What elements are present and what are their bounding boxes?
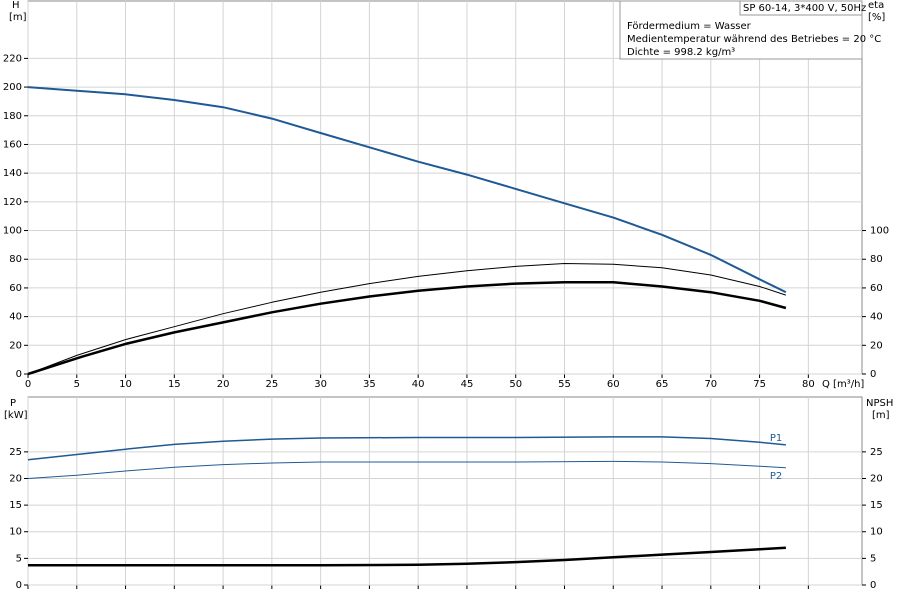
series-label: P2 — [770, 471, 782, 482]
y2-tick-label: 80 — [870, 254, 883, 265]
y2-axis-unit: [m] — [872, 410, 890, 421]
x-tick-label: 15 — [168, 379, 181, 390]
curve — [27, 263, 787, 375]
y2-tick-label: 0 — [870, 580, 876, 591]
y2-tick-label: 10 — [870, 527, 883, 538]
y2-tick-label: 100 — [870, 226, 889, 237]
x-axis-label: Q [m³/h] — [822, 379, 864, 390]
y2-tick-label: 40 — [870, 312, 883, 323]
info-line: Fördermedium = Wasser — [627, 21, 752, 32]
y-axis-unit: [kW] — [4, 410, 28, 421]
y-tick-label: 200 — [3, 82, 22, 93]
curve — [28, 546, 786, 567]
y-tick-label: 160 — [3, 139, 22, 150]
x-tick-label: 25 — [265, 379, 278, 390]
y2-axis-unit: [%] — [868, 12, 885, 23]
y2-tick-label: 20 — [870, 473, 883, 484]
y-tick-label: 60 — [9, 283, 22, 294]
y-tick-label: 100 — [3, 226, 22, 237]
y2-tick-label: 15 — [870, 500, 883, 511]
y-tick-label: 220 — [3, 53, 22, 64]
y-axis-label: H — [12, 0, 20, 11]
y2-tick-label: 5 — [870, 553, 876, 564]
y-tick-label: 25 — [9, 447, 22, 458]
y-tick-label: 180 — [3, 111, 22, 122]
info-title-box — [739, 0, 863, 16]
y-axis-unit: [m] — [9, 12, 27, 23]
x-tick-label: 10 — [119, 379, 132, 390]
y-tick-label: 0 — [16, 369, 22, 380]
x-tick-label: 75 — [753, 379, 766, 390]
curve — [27, 280, 787, 376]
info-line: Dichte = 998.2 kg/m³ — [627, 47, 735, 58]
y-tick-label: 80 — [9, 254, 22, 265]
info-title: SP 60-14, 3*400 V, 50Hz — [743, 3, 866, 14]
y-tick-label: 20 — [9, 473, 22, 484]
y2-axis-label: eta — [868, 0, 884, 11]
y2-axis-label: NPSH — [866, 398, 893, 409]
x-tick-label: 80 — [802, 379, 815, 390]
curve — [27, 460, 786, 479]
x-tick-label: 60 — [607, 379, 620, 390]
y2-tick-label: 25 — [870, 447, 883, 458]
x-tick-label: 45 — [461, 379, 474, 390]
series-label: P1 — [770, 433, 782, 444]
y2-tick-label: 60 — [870, 283, 883, 294]
y-tick-label: 40 — [9, 312, 22, 323]
plot-area — [27, 0, 863, 375]
x-tick-label: 0 — [25, 379, 31, 390]
x-tick-label: 70 — [704, 379, 717, 390]
plot-area — [27, 396, 863, 586]
x-tick-label: 55 — [558, 379, 571, 390]
info-line: Medientemperatur während des Betriebes =… — [627, 34, 881, 45]
x-tick-label: 20 — [217, 379, 230, 390]
x-tick-label: 30 — [314, 379, 327, 390]
x-tick-label: 40 — [412, 379, 425, 390]
x-tick-label: 65 — [656, 379, 669, 390]
y-tick-label: 140 — [3, 168, 22, 179]
y-tick-label: 120 — [3, 197, 22, 208]
curve — [27, 436, 786, 461]
y-tick-label: 0 — [16, 580, 22, 591]
y-axis-label: P — [10, 398, 16, 409]
y-tick-label: 20 — [9, 340, 22, 351]
y-tick-label: 10 — [9, 527, 22, 538]
curve — [27, 86, 787, 294]
x-tick-label: 35 — [363, 379, 376, 390]
y2-tick-label: 20 — [870, 340, 883, 351]
x-tick-label: 5 — [74, 379, 80, 390]
x-tick-label: 50 — [509, 379, 522, 390]
y-tick-label: 15 — [9, 500, 22, 511]
y2-tick-label: 0 — [870, 369, 876, 380]
y-tick-label: 5 — [16, 553, 22, 564]
